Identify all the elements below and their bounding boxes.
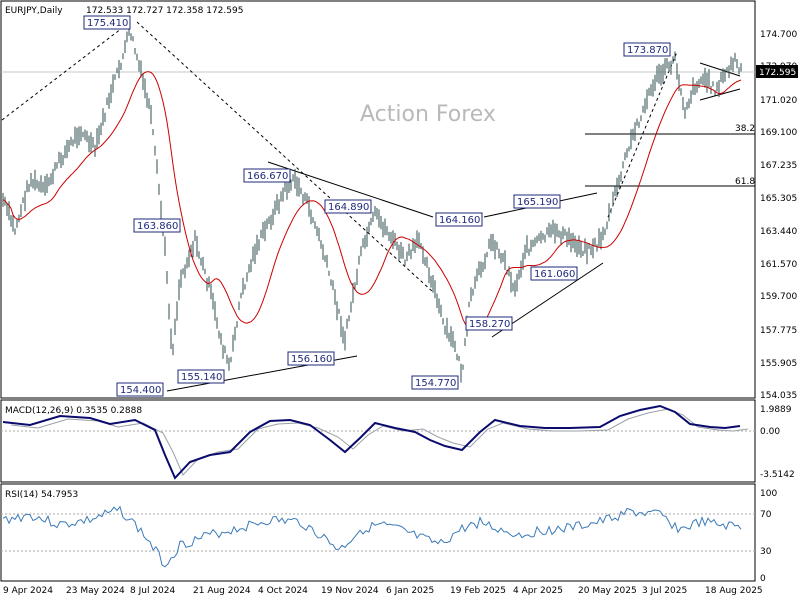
svg-text:173.870: 173.870 [627,45,668,56]
current-price-text: 172.595 [759,68,796,78]
svg-text:164.160: 164.160 [439,215,480,226]
price-y-axis: 174.700 172.970 171.020 169.100 167.235 … [760,30,797,401]
x-tick: 20 May 2025 [578,586,637,596]
x-tick: 23 May 2024 [66,586,125,596]
annotation-163860: 163.860 [133,218,181,233]
svg-text:158.270: 158.270 [469,319,510,330]
svg-text:1.9889: 1.9889 [760,405,792,415]
x-tick: 4 Apr 2025 [513,586,563,596]
watermark: Action Forex [360,102,496,127]
annotation-155140: 155.140 [177,369,225,384]
x-tick: 18 Aug 2025 [705,586,763,596]
rsi-line [2,505,742,568]
x-tick: 3 Jul 2025 [642,586,687,596]
annotation-154770: 154.770 [411,375,459,390]
svg-text:175.410: 175.410 [87,18,128,29]
annotation-164160: 164.160 [435,212,483,227]
annotation-165190: 165.190 [513,194,561,209]
x-tick: 4 Oct 2024 [258,586,308,596]
svg-text:171.020: 171.020 [760,96,797,106]
macd-line [2,404,741,480]
svg-text:161.570: 161.570 [760,260,797,270]
symbol-label: EURJPY,Daily [5,6,63,16]
svg-text:30: 30 [760,547,772,557]
price-bars [2,26,742,383]
x-tick: 21 Aug 2024 [193,586,251,596]
annotation-154400: 154.400 [116,382,164,397]
annotation-161060: 161.060 [530,266,578,281]
annotation-156160: 156.160 [287,351,335,366]
annotation-175410: 175.410 [83,15,131,30]
svg-text:165.190: 165.190 [517,197,558,208]
svg-text:167.235: 167.235 [760,161,797,171]
svg-text:154.035: 154.035 [760,391,797,401]
annotation-158270: 158.270 [465,316,513,331]
svg-text:174.700: 174.700 [760,30,797,40]
moving-average-line [2,71,742,331]
svg-text:157.775: 157.775 [760,326,797,336]
svg-text:-3.5142: -3.5142 [760,470,795,480]
svg-text:155.140: 155.140 [181,372,222,383]
ohlc-label: 172.533 172.727 172.358 172.595 [86,6,243,16]
svg-text:163.440: 163.440 [760,227,797,237]
svg-text:169.100: 169.100 [760,128,797,138]
fib-61-label: 61.8 [735,177,755,187]
annotation-173870: 173.870 [623,42,671,57]
x-tick: 6 Jan 2025 [386,586,434,596]
svg-text:154.770: 154.770 [415,378,456,389]
macd-y-axis: 1.9889 0.00 -3.5142 [760,405,795,480]
rsi-panel[interactable] [0,483,756,582]
svg-text:155.905: 155.905 [760,359,797,369]
svg-text:165.305: 165.305 [760,194,797,204]
annotation-164890: 164.890 [324,199,372,214]
svg-text:0: 0 [760,574,766,584]
rsi-y-axis: 100 70 30 0 [760,489,777,584]
svg-text:100: 100 [760,489,777,499]
svg-text:166.670: 166.670 [247,171,288,182]
x-tick: 9 Apr 2024 [3,586,53,596]
rsi-title: RSI(14) 54.7953 [5,490,78,500]
macd-title: MACD(12,26,9) 0.3535 0.2888 [5,406,142,416]
svg-text:164.890: 164.890 [328,202,369,213]
svg-text:154.400: 154.400 [120,385,161,396]
x-tick: 19 Feb 2025 [450,586,506,596]
svg-text:172.970: 172.970 [760,62,797,72]
svg-text:161.060: 161.060 [534,269,575,280]
price-panel[interactable] [0,0,756,399]
annotation-166670: 166.670 [243,168,291,183]
svg-text:0.00: 0.00 [760,427,780,437]
current-price-box [756,65,798,78]
x-tick: 19 Nov 2024 [321,586,379,596]
svg-text:163.860: 163.860 [137,221,178,232]
x-tick: 8 Jul 2024 [130,586,175,596]
x-axis: 9 Apr 2024 23 May 2024 8 Jul 2024 21 Aug… [3,586,763,596]
svg-text:156.160: 156.160 [291,354,332,365]
svg-text:70: 70 [760,510,772,520]
svg-text:159.700: 159.700 [760,292,797,302]
fib-38-label: 38.2 [735,124,755,134]
